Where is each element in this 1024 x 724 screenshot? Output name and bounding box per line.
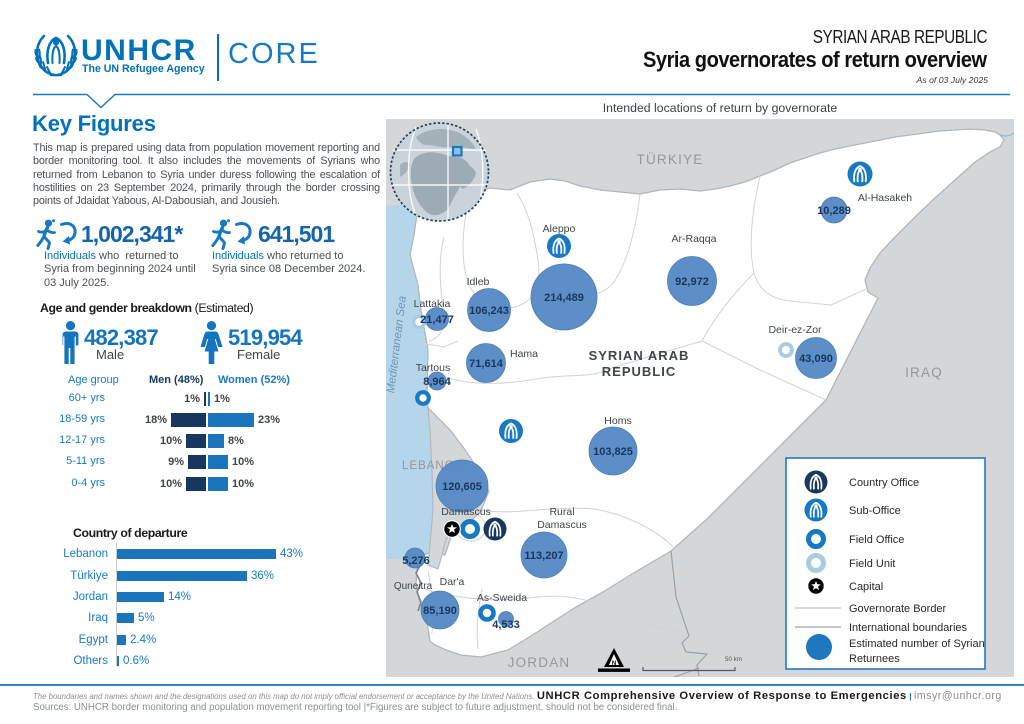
svg-text:SYRIAN ARAB: SYRIAN ARAB [589,348,690,363]
svg-text:As-Sweida: As-Sweida [477,592,527,604]
svg-text:Sub-Office: Sub-Office [849,505,901,517]
svg-text:21,477: 21,477 [420,314,454,326]
svg-text:Governorate Border: Governorate Border [849,603,947,615]
svg-text:JORDAN: JORDAN [508,655,571,670]
svg-text:Quneitra: Quneitra [394,581,433,592]
svg-text:Field Unit: Field Unit [849,558,895,570]
svg-text:120,605: 120,605 [442,481,482,493]
svg-text:4,533: 4,533 [492,619,520,631]
svg-text:103,825: 103,825 [593,446,633,458]
svg-text:214,489: 214,489 [544,292,584,304]
svg-text:N: N [612,661,616,667]
svg-text:TÜRKIYE: TÜRKIYE [637,152,704,167]
svg-text:Deir-ez-Zor: Deir-ez-Zor [768,324,822,336]
svg-text:5,276: 5,276 [402,555,430,567]
svg-text:Ar-Raqqa: Ar-Raqqa [672,233,717,245]
svg-text:92,972: 92,972 [675,276,709,288]
svg-text:Idleb: Idleb [467,276,490,288]
svg-text:Lattakia: Lattakia [414,298,451,310]
svg-text:50 km: 50 km [725,656,742,663]
svg-text:Dar'a: Dar'a [440,576,465,588]
svg-text:Hama: Hama [510,348,538,360]
svg-text:IRAQ: IRAQ [905,365,943,380]
svg-text:Tartous: Tartous [416,362,450,374]
svg-text:Damascus: Damascus [537,519,587,531]
svg-text:43,090: 43,090 [799,353,833,365]
svg-text:Estimated number of Syrian: Estimated number of Syrian [849,638,985,650]
svg-text:Field Office: Field Office [849,534,904,546]
svg-text:10,289: 10,289 [817,205,851,217]
svg-text:Homs: Homs [604,415,631,427]
svg-text:Aleppo: Aleppo [543,223,576,235]
svg-text:106,243: 106,243 [469,305,509,317]
svg-text:8,964: 8,964 [423,376,451,388]
svg-text:71,614: 71,614 [469,358,504,370]
svg-text:85,190: 85,190 [423,605,457,617]
svg-text:Country Office: Country Office [849,477,919,489]
svg-text:REPUBLIC: REPUBLIC [602,364,676,379]
svg-text:International boundaries: International boundaries [849,622,968,634]
svg-text:Al-Hasakeh: Al-Hasakeh [858,192,912,204]
svg-text:113,207: 113,207 [524,550,563,562]
svg-text:Returnees: Returnees [849,653,900,665]
svg-text:Damascus: Damascus [441,506,491,518]
svg-text:Rural: Rural [549,506,574,518]
svg-text:Capital: Capital [849,581,883,593]
